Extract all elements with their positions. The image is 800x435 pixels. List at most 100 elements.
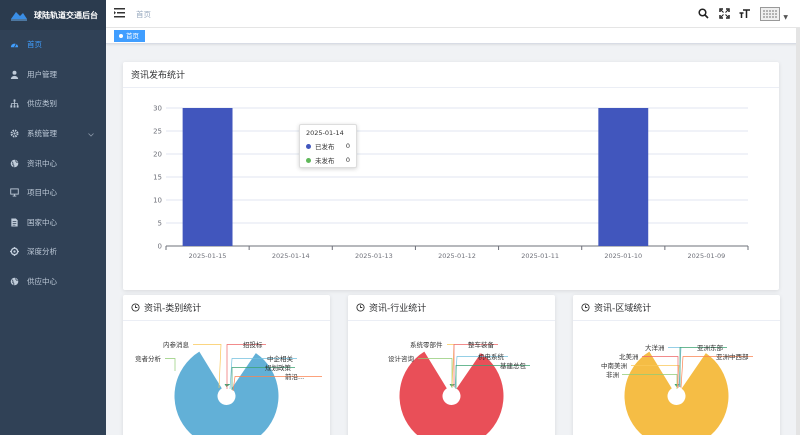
pie-slice[interactable] bbox=[624, 351, 729, 435]
leader-line bbox=[680, 356, 753, 389]
font-size-icon[interactable] bbox=[739, 8, 751, 20]
breadcrumb[interactable]: 首页 bbox=[136, 10, 151, 19]
pie-slice[interactable] bbox=[449, 384, 456, 387]
pie-label: 大洋洲 bbox=[645, 343, 665, 352]
hamburger-icon[interactable] bbox=[114, 8, 125, 18]
bar[interactable] bbox=[598, 108, 649, 246]
chevron-down-icon bbox=[88, 130, 94, 139]
industry-stats-card: 资讯-行业统计 设计咨询 系统零部件 整车装备机电系统 基建总包 bbox=[348, 295, 555, 435]
tooltip-value: 0 bbox=[345, 142, 350, 150]
sidebar-item[interactable]: 深度分析 bbox=[0, 237, 106, 267]
sidebar-item[interactable]: 首页 bbox=[0, 30, 106, 60]
y-tick-label: 0 bbox=[158, 243, 162, 251]
leader-line bbox=[418, 358, 453, 388]
leader-line bbox=[679, 347, 727, 387]
x-tick-label: 2025-01-13 bbox=[355, 252, 393, 260]
sidebar-item[interactable]: 系统管理 bbox=[0, 119, 106, 149]
tooltip-row: 已发布 0 bbox=[306, 141, 350, 151]
tooltip-date: 2025-01-14 bbox=[306, 129, 344, 137]
x-tick-label: 2025-01-12 bbox=[438, 252, 476, 260]
pie-label: 竞者分析 bbox=[135, 354, 162, 363]
sidebar-item[interactable]: 供应类别 bbox=[0, 89, 106, 119]
sidebar-item-label: 国家中心 bbox=[27, 217, 57, 227]
category-stats-card: 资讯-类别统计 竞者分析 内参消息 招投标 中企相关 规划政策 前沿... bbox=[123, 295, 330, 435]
y-tick-label: 5 bbox=[158, 220, 162, 228]
y-tick-label: 15 bbox=[153, 174, 162, 182]
pie-label: 中企相关 bbox=[267, 354, 294, 363]
pie-hole bbox=[218, 388, 235, 404]
card-header: 资讯-区域统计 bbox=[573, 295, 780, 321]
y-tick-label: 20 bbox=[153, 151, 162, 159]
publish-stats-card: 资讯发布统计 0 5 10 15 20 25 30 2025-01-15 2025-01-14 2… bbox=[123, 62, 779, 290]
pie-label: 招投标 bbox=[243, 340, 263, 349]
sidebar-item[interactable]: 资讯中心 bbox=[0, 148, 106, 178]
leader-line bbox=[455, 365, 530, 389]
globe-icon bbox=[10, 159, 19, 168]
document-icon bbox=[10, 218, 19, 227]
sidebar-item-label: 深度分析 bbox=[27, 247, 57, 257]
pie-label: 规划政策 bbox=[265, 363, 292, 372]
scrollbar[interactable] bbox=[796, 28, 800, 435]
pie-label: 整车装备 bbox=[468, 340, 495, 349]
sidebar-item[interactable]: 用户管理 bbox=[0, 60, 106, 90]
pie-label: 机电系统 bbox=[478, 352, 505, 361]
card-title: 资讯-行业统计 bbox=[369, 304, 427, 314]
sidebar-item-label: 系统管理 bbox=[27, 129, 57, 139]
pie-slice[interactable] bbox=[399, 351, 504, 435]
pie-label: 中南美洲 bbox=[601, 361, 627, 370]
pie-hole bbox=[668, 388, 685, 404]
pie-hole bbox=[443, 388, 460, 404]
leader-line bbox=[453, 344, 498, 387]
user-icon bbox=[10, 70, 19, 79]
fullscreen-icon[interactable] bbox=[718, 8, 730, 20]
sidebar: 球陆轨道交通后台 首页用户管理供应类别系统管理资讯中心项目中心国家中心深度分析供… bbox=[0, 0, 106, 435]
clock-icon bbox=[356, 303, 365, 312]
sidebar-item[interactable]: 国家中心 bbox=[0, 208, 106, 238]
x-tick-label: 2025-01-14 bbox=[272, 252, 310, 260]
tooltip-row: 未发布 0 bbox=[306, 155, 350, 165]
sidebar-item-label: 供应类别 bbox=[27, 99, 57, 109]
navbar: 首页 ▼ bbox=[106, 0, 800, 28]
card-title: 资讯-区域统计 bbox=[594, 304, 652, 314]
tags-view: 首页 bbox=[106, 28, 800, 44]
sidebar-item[interactable]: 项目中心 bbox=[0, 178, 106, 208]
avatar[interactable] bbox=[760, 6, 781, 21]
pie-label: 亚洲东部 bbox=[697, 343, 724, 352]
pie-slice[interactable] bbox=[224, 384, 231, 387]
sidebar-item-label: 用户管理 bbox=[27, 69, 57, 79]
app-title: 球陆轨道交通后台 bbox=[34, 10, 98, 20]
clock-icon bbox=[131, 303, 140, 312]
x-tick-label: 2025-01-15 bbox=[189, 252, 227, 260]
globe-icon bbox=[10, 277, 19, 286]
pie-slice[interactable] bbox=[174, 351, 279, 435]
pie-label: 设计咨询 bbox=[388, 354, 415, 363]
settings-cog-icon bbox=[10, 247, 19, 257]
pie-label: 基建总包 bbox=[500, 361, 527, 370]
leader-line bbox=[193, 344, 222, 389]
gear-icon bbox=[10, 129, 19, 138]
bar[interactable] bbox=[182, 108, 233, 246]
leader-line bbox=[226, 344, 266, 389]
sidebar-menu: 首页用户管理供应类别系统管理资讯中心项目中心国家中心深度分析供应中心 bbox=[0, 30, 106, 296]
sidebar-item[interactable]: 供应中心 bbox=[0, 267, 106, 297]
card-title: 资讯-类别统计 bbox=[144, 304, 202, 314]
tooltip-label: 未发布 bbox=[315, 157, 335, 165]
tag-home[interactable]: 首页 bbox=[114, 30, 145, 42]
leader-line bbox=[231, 367, 295, 390]
card-header: 资讯-类别统计 bbox=[123, 295, 330, 321]
leader-line bbox=[447, 344, 455, 388]
pie-label: 系统零部件 bbox=[410, 340, 443, 349]
sidebar-item-label: 资讯中心 bbox=[27, 158, 57, 168]
y-tick-label: 30 bbox=[153, 105, 162, 113]
chevron-down-icon[interactable]: ▼ bbox=[783, 14, 788, 21]
pie-label: 北美洲 bbox=[619, 352, 639, 361]
tree-icon bbox=[10, 99, 19, 109]
x-tick-label: 2025-01-09 bbox=[688, 252, 726, 260]
search-icon[interactable] bbox=[697, 8, 709, 20]
logo-bar: 球陆轨道交通后台 bbox=[0, 0, 106, 30]
clock-icon bbox=[581, 303, 590, 312]
